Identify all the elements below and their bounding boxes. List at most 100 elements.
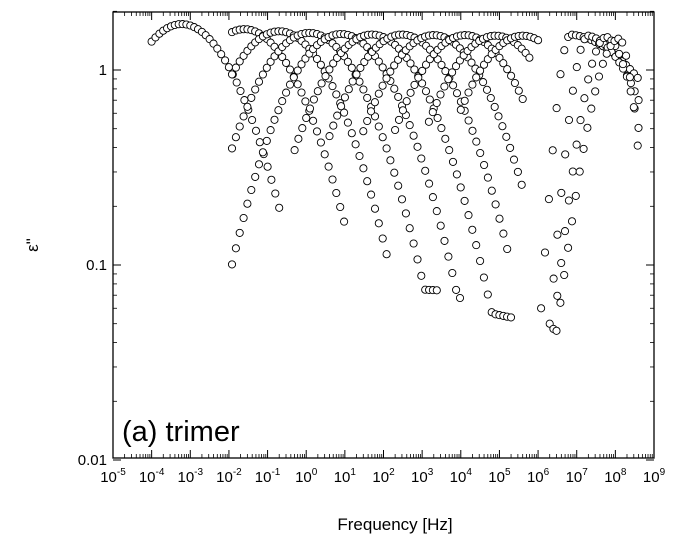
- data-point: [344, 85, 353, 94]
- data-point: [398, 106, 407, 115]
- data-point: [464, 211, 473, 220]
- data-point: [221, 56, 230, 65]
- data-point: [490, 102, 499, 111]
- data-point: [340, 108, 349, 117]
- data-point: [576, 116, 585, 125]
- data-point: [239, 213, 248, 223]
- data-point: [557, 258, 566, 268]
- data-point: [633, 73, 642, 82]
- data-point: [576, 45, 585, 54]
- data-point: [355, 151, 364, 161]
- data-point: [507, 71, 516, 80]
- data-point: [247, 93, 256, 102]
- data-point: [476, 256, 485, 266]
- data-point: [340, 217, 349, 226]
- data-point: [440, 236, 449, 245]
- data-point: [414, 73, 423, 82]
- data-point: [598, 59, 607, 68]
- x-axis-ticks: 10-5 10-4 10-3 10-2 10-1 100 101 102 103 104 105 10…: [100, 12, 666, 486]
- data-point: [567, 217, 577, 226]
- data-point: [316, 138, 325, 147]
- data-point: [317, 79, 326, 88]
- data-point: [251, 172, 260, 181]
- data-point: [282, 88, 291, 97]
- data-point: [449, 81, 458, 90]
- data-point: [572, 140, 581, 149]
- data-point: [248, 115, 257, 125]
- data-point: [409, 131, 418, 140]
- data-point: [239, 112, 248, 121]
- data-point: [441, 134, 450, 143]
- data-point: [337, 102, 346, 111]
- data-point: [634, 123, 643, 132]
- data-point: [618, 60, 628, 69]
- x-tick-label: 103: [411, 467, 434, 486]
- data-point: [374, 122, 383, 131]
- data-point: [366, 107, 376, 116]
- data-point: [629, 103, 638, 112]
- data-point: [491, 200, 500, 209]
- data-point: [282, 58, 291, 67]
- data-point: [224, 63, 233, 72]
- data-point: [518, 94, 527, 104]
- data-point: [328, 175, 337, 184]
- data-point: [255, 138, 264, 147]
- data-point: [278, 97, 287, 106]
- data-point: [320, 150, 329, 159]
- data-point: [568, 86, 577, 95]
- data-point: [289, 73, 298, 82]
- data-point: [243, 102, 252, 111]
- data-point: [278, 52, 287, 62]
- data-point: [625, 73, 634, 82]
- data-point: [421, 60, 431, 69]
- data-point: [390, 168, 399, 177]
- data-point: [534, 36, 543, 45]
- data-points: [147, 20, 643, 335]
- data-point: [568, 167, 577, 176]
- data-point: [227, 144, 237, 153]
- data-point: [472, 241, 481, 250]
- data-point: [410, 80, 419, 89]
- data-point: [263, 162, 272, 171]
- data-point: [556, 298, 565, 307]
- data-point: [472, 137, 481, 146]
- data-point: [472, 73, 481, 82]
- data-point: [297, 88, 306, 97]
- data-point: [293, 80, 302, 89]
- data-point: [448, 157, 458, 166]
- data-point: [332, 90, 341, 99]
- data-point: [479, 60, 489, 69]
- data-point: [406, 59, 415, 68]
- data-point: [564, 115, 574, 125]
- x-tick-label: 10-3: [177, 467, 203, 486]
- data-point: [476, 148, 485, 158]
- data-point: [271, 189, 280, 198]
- data-point: [313, 87, 322, 96]
- data-point: [293, 66, 302, 75]
- data-point: [258, 148, 267, 157]
- data-point: [355, 77, 364, 86]
- data-point: [498, 122, 507, 131]
- data-point: [468, 80, 477, 89]
- x-tick-label: 10-2: [216, 467, 242, 486]
- data-point: [591, 47, 601, 56]
- x-tick-label: 109: [643, 467, 666, 486]
- data-point: [347, 129, 356, 138]
- data-point: [575, 167, 584, 176]
- data-point: [413, 255, 422, 264]
- data-point: [572, 63, 581, 72]
- data-point: [440, 82, 449, 91]
- data-point: [232, 78, 241, 87]
- data-point: [340, 93, 349, 102]
- data-point: [294, 134, 303, 143]
- data-point: [424, 117, 433, 126]
- data-point: [509, 155, 519, 164]
- data-point: [217, 50, 226, 59]
- data-point: [262, 63, 271, 72]
- y-tick-label: 0.01: [78, 452, 107, 469]
- data-point: [483, 173, 492, 182]
- data-point: [374, 89, 383, 98]
- data-point: [298, 124, 307, 133]
- data-point: [618, 38, 627, 47]
- data-point: [285, 65, 295, 74]
